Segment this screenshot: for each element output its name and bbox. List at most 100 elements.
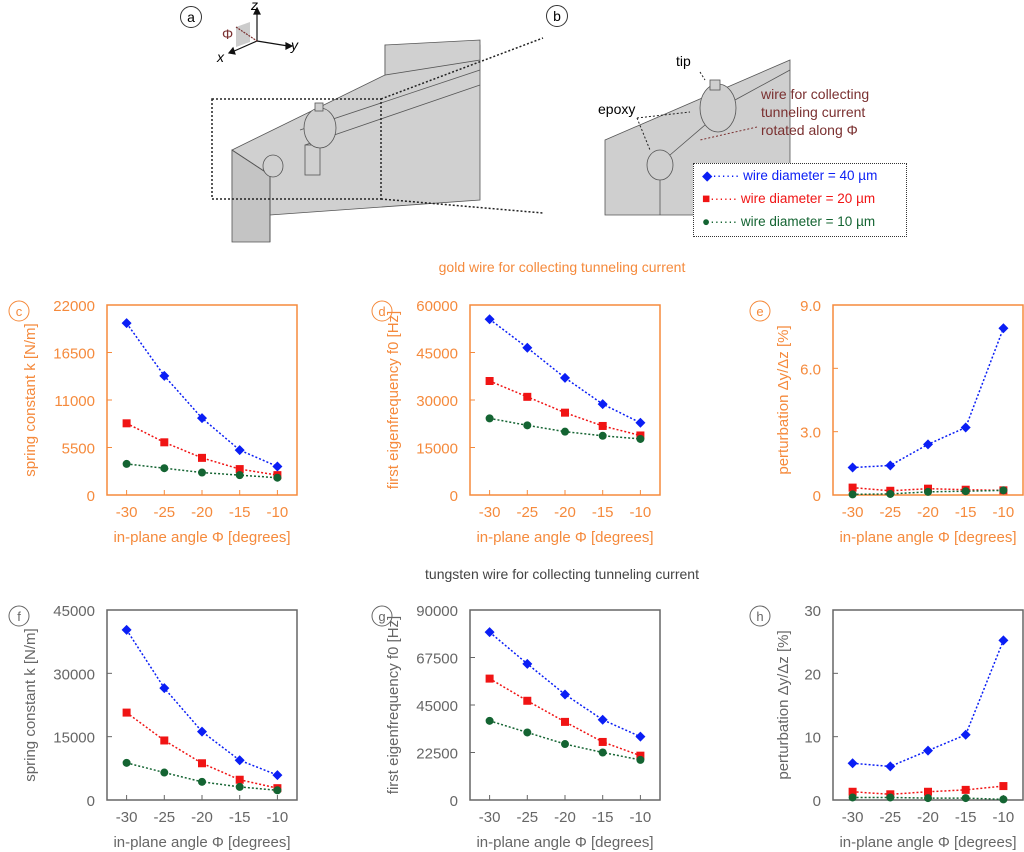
x-tick-label: -15	[229, 504, 251, 521]
data-point	[960, 729, 971, 740]
y-tick-label: 16500	[53, 346, 95, 363]
panel-label: g	[378, 609, 385, 624]
x-axis-label: in-plane angle Φ [degrees]	[839, 834, 1016, 851]
data-point	[848, 490, 857, 499]
chart-f: f 0 15000 30000 45000 -30 -25 -20 -15 -10 in-plane…	[8, 603, 298, 851]
y-tick-label: 67500	[416, 651, 458, 668]
axis-y-label: y	[291, 37, 298, 53]
data-point	[235, 471, 244, 480]
data-point	[561, 740, 569, 749]
data-point	[847, 462, 858, 473]
data-point	[885, 761, 896, 772]
data-point	[961, 794, 970, 803]
data-point	[848, 787, 857, 796]
data-point	[635, 417, 646, 428]
series-line	[125, 322, 278, 468]
x-tick-label: -15	[592, 504, 614, 521]
y-axis-label: first eigenfrequency f0 [Hz]	[385, 616, 402, 794]
x-axis-label: in-plane angle Φ [degrees]	[476, 529, 653, 546]
data-point	[561, 427, 569, 436]
data-point	[561, 717, 569, 726]
plot-frame	[832, 609, 1024, 801]
legend: ◆······ wire diameter = 40 µm ■······ wi…	[693, 163, 907, 237]
y-tick-label: 11000	[54, 393, 95, 410]
data-point	[999, 486, 1008, 495]
data-point	[560, 689, 570, 700]
epoxy-label: epoxy	[598, 101, 636, 117]
y-tick-label: 0	[450, 488, 458, 505]
data-point	[122, 419, 131, 428]
data-point	[485, 414, 494, 423]
y-tick-label: 0	[87, 488, 95, 505]
data-point	[485, 674, 494, 683]
data-point	[197, 413, 207, 424]
x-tick-label: -10	[993, 809, 1015, 826]
panel-label-circle	[749, 605, 771, 627]
x-tick-label: -10	[267, 809, 289, 826]
data-point	[160, 464, 169, 473]
data-point	[122, 708, 131, 717]
data-point	[848, 793, 857, 802]
chart-c: c 0 5500 11000 16500 22000 -30 -25 -20 -15 -10 in-p…	[8, 298, 298, 546]
data-point	[960, 422, 971, 433]
y-tick-label: 0	[450, 793, 458, 810]
data-point	[273, 473, 282, 482]
series-line	[126, 463, 278, 479]
plot-frame	[106, 304, 298, 496]
y-axis-label: perturbation Δy/Δz [%]	[775, 325, 792, 474]
panel-label-circle	[371, 605, 393, 627]
y-axis-label: spring constant k [N/m]	[22, 323, 39, 476]
series-line	[852, 785, 1004, 796]
panel-label: d	[378, 304, 385, 319]
tungsten-caption: tungsten wire for collecting tunneling c…	[425, 566, 699, 582]
data-point	[484, 627, 495, 638]
chart-d: d 0 15000 30000 45000 60000 -30 -25 -20 -15 -10 in-…	[371, 298, 661, 546]
data-point	[122, 758, 131, 767]
x-tick-label: -25	[879, 809, 901, 826]
data-point	[272, 770, 283, 781]
data-point	[235, 465, 244, 474]
panel-label: e	[756, 304, 763, 319]
x-tick-label: -10	[267, 504, 289, 521]
data-point	[598, 748, 607, 757]
x-tick-label: -20	[554, 809, 576, 826]
data-point	[485, 377, 494, 385]
data-point	[597, 399, 608, 410]
y-tick-label: 20	[804, 666, 821, 683]
data-point	[272, 461, 283, 472]
x-tick-label: -20	[917, 809, 939, 826]
x-tick-label: -25	[879, 504, 901, 521]
data-point	[160, 736, 169, 745]
data-point	[523, 421, 532, 430]
axis-triad	[227, 6, 294, 55]
data-point	[961, 487, 970, 496]
data-point	[197, 726, 207, 737]
chart-h: h 0 10 20 30 -30 -25 -20 -15 -10 in-plane angle Φ …	[749, 603, 1024, 851]
y-tick-label: 9.0	[800, 298, 821, 315]
legend-item: ■······ wire diameter = 20 µm	[702, 191, 876, 206]
plot-frame	[469, 304, 661, 496]
panel-label-circle	[8, 605, 30, 627]
y-tick-label: 15000	[53, 730, 95, 747]
plot-frame	[469, 609, 661, 801]
x-tick-label: -10	[630, 504, 652, 521]
y-tick-label: 30	[804, 603, 821, 620]
x-tick-label: -25	[153, 504, 175, 521]
data-point	[122, 459, 131, 468]
data-point	[924, 487, 932, 496]
y-axis-label: spring constant k [N/m]	[22, 628, 39, 781]
data-point	[121, 318, 132, 329]
panel-label-b: b	[546, 5, 568, 27]
data-point	[198, 453, 206, 462]
data-point	[198, 777, 206, 786]
series-line	[852, 640, 1005, 768]
y-tick-label: 15000	[416, 441, 458, 458]
data-point	[234, 445, 245, 456]
data-point	[961, 785, 970, 794]
data-point	[847, 758, 858, 769]
data-point	[561, 408, 569, 417]
panel-label: c	[16, 304, 23, 319]
panel-label: f	[17, 609, 21, 624]
series-line	[126, 711, 278, 789]
